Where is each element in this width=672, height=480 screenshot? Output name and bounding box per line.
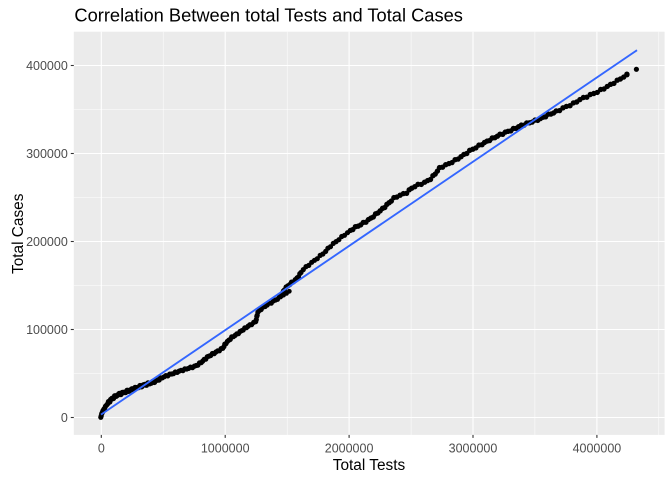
svg-text:Correlation Between total Test: Correlation Between total Tests and Tota… — [74, 4, 463, 25]
svg-text:300000: 300000 — [26, 147, 68, 161]
svg-text:0: 0 — [61, 411, 68, 425]
svg-text:200000: 200000 — [26, 235, 68, 249]
svg-text:3000000: 3000000 — [449, 441, 498, 455]
svg-text:Total Cases: Total Cases — [10, 193, 27, 274]
svg-text:400000: 400000 — [26, 59, 68, 73]
svg-text:1000000: 1000000 — [201, 441, 250, 455]
svg-text:4000000: 4000000 — [573, 441, 622, 455]
svg-text:0: 0 — [98, 441, 105, 455]
svg-text:Total Tests: Total Tests — [333, 457, 406, 474]
svg-text:100000: 100000 — [26, 323, 68, 337]
svg-text:2000000: 2000000 — [325, 441, 374, 455]
